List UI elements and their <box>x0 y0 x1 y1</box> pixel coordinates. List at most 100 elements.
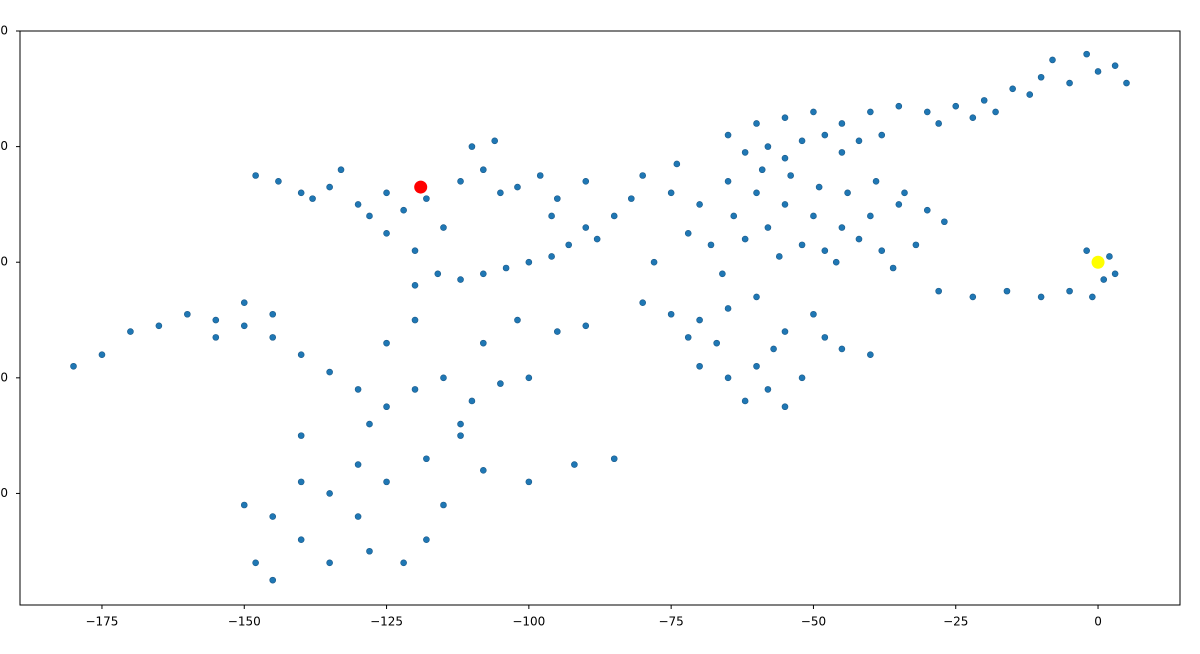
walk-point <box>297 478 305 486</box>
walk-point <box>935 287 942 295</box>
walk-point <box>98 351 106 359</box>
walk-point <box>753 189 760 197</box>
walk-point <box>1111 62 1119 69</box>
walk-point <box>468 397 476 405</box>
walk-point <box>554 195 561 202</box>
walk-point <box>423 455 430 463</box>
walk-point <box>366 547 373 555</box>
walk-point <box>741 149 749 156</box>
walk-point <box>696 201 703 208</box>
walk-point <box>753 362 760 370</box>
walk-point <box>212 316 220 324</box>
walk-point <box>269 310 277 318</box>
walk-point <box>1089 293 1096 301</box>
walk-point <box>610 212 618 220</box>
y-tick-label: 20 <box>0 139 8 153</box>
walk-point <box>354 513 362 520</box>
walk-point <box>781 403 789 411</box>
walk-point <box>155 322 163 330</box>
walk-point <box>269 576 277 584</box>
y-tick-label: 40 <box>0 24 8 38</box>
walk-point <box>525 258 533 266</box>
walk-point <box>383 403 390 411</box>
walk-point <box>610 455 618 463</box>
walk-point <box>1111 270 1119 278</box>
x-tick-label: −25 <box>943 615 968 629</box>
walk-point <box>821 247 829 254</box>
walk-point <box>297 536 305 543</box>
walk-point <box>582 322 590 330</box>
walk-point <box>366 212 373 220</box>
walk-point <box>855 137 863 145</box>
walk-point <box>423 536 430 543</box>
walk-point <box>724 177 732 185</box>
walk-point <box>269 334 277 341</box>
walk-point <box>867 212 874 220</box>
walk-point <box>240 501 248 509</box>
walk-point <box>935 120 942 127</box>
walk-point <box>724 374 732 382</box>
walk-point <box>1100 276 1108 283</box>
walk-point <box>1083 50 1090 58</box>
x-tick-label: −150 <box>228 615 261 629</box>
walk-point <box>764 386 772 393</box>
walk-point <box>502 264 510 272</box>
walk-point <box>741 235 749 243</box>
walk-point <box>275 177 282 185</box>
walk-point <box>127 328 134 335</box>
walk-point <box>719 270 726 278</box>
walk-point <box>724 305 732 312</box>
walk-point <box>383 230 390 237</box>
walk-point <box>821 131 829 139</box>
walk-point <box>525 478 533 486</box>
walk-point <box>411 282 419 289</box>
walk-point <box>1049 56 1056 64</box>
walk-point <box>571 461 578 468</box>
walk-point <box>980 97 988 104</box>
walk-point <box>696 316 703 324</box>
walk-point <box>337 166 345 174</box>
walk-point <box>775 253 783 260</box>
walk-point <box>252 559 259 567</box>
walk-point <box>1003 287 1011 295</box>
walk-point <box>844 189 851 197</box>
walk-point <box>628 195 635 202</box>
walk-point <box>941 218 948 226</box>
walk-point <box>724 131 732 139</box>
walk-point <box>867 108 874 116</box>
walk-point <box>514 316 521 324</box>
walk-point <box>440 501 447 509</box>
walk-point <box>1026 91 1034 98</box>
walk-point <box>1009 85 1016 93</box>
x-tick-label: −75 <box>658 615 683 629</box>
walk-point <box>554 328 561 335</box>
walk-point <box>923 206 931 214</box>
walk-point <box>309 195 316 202</box>
walk-point <box>753 120 760 127</box>
walk-point <box>753 293 760 301</box>
walk-point <box>383 339 390 347</box>
walk-point <box>787 172 794 179</box>
walk-point <box>70 362 77 370</box>
walk-point <box>810 310 817 318</box>
walk-point <box>480 166 487 174</box>
walk-point <box>593 235 601 243</box>
walk-point <box>497 380 504 387</box>
walk-point <box>457 177 464 185</box>
walk-point <box>468 143 476 150</box>
walk-point <box>889 264 897 272</box>
walk-point <box>354 461 362 468</box>
walk-point <box>696 362 703 370</box>
walk-point <box>548 253 555 260</box>
walk-point <box>240 322 248 330</box>
walk-point <box>491 137 499 145</box>
walk-point <box>923 108 931 116</box>
walk-point <box>354 386 362 393</box>
walk-point <box>480 467 487 474</box>
walk-point <box>582 177 590 185</box>
walk-point <box>798 241 806 249</box>
y-tick-label: −20 <box>0 370 8 384</box>
walk-point <box>878 131 886 139</box>
walk-point <box>326 559 333 567</box>
